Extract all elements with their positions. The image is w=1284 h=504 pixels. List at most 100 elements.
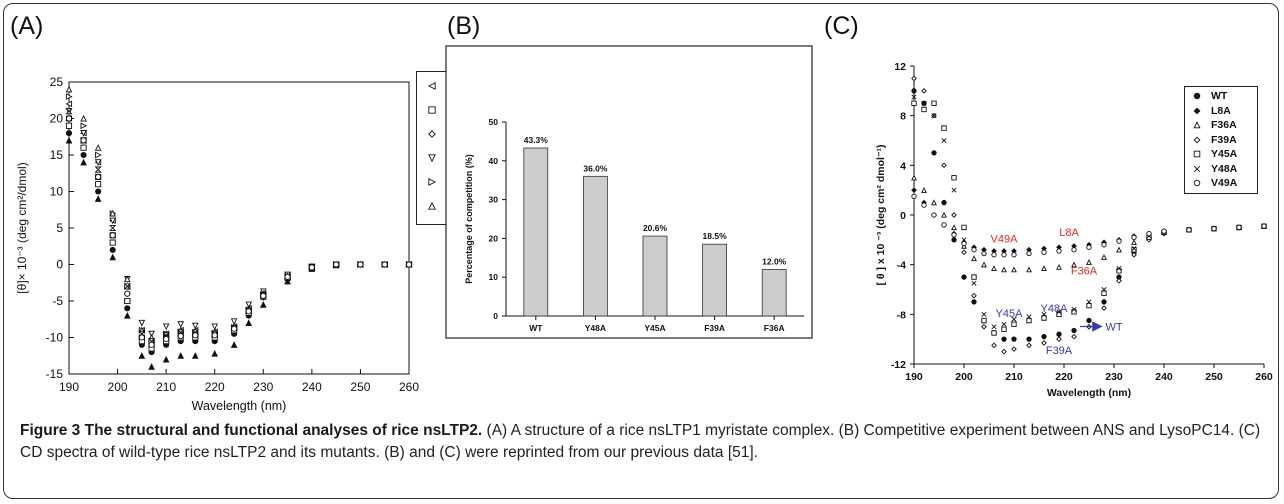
annotation-y48a: Y48A [1041, 303, 1069, 315]
series-a-r44a [65, 130, 413, 356]
point-c-f36a [1101, 254, 1107, 260]
x-tick-label-c: 220 [1055, 371, 1073, 383]
point-a-v75a [123, 283, 131, 290]
y-tick-label-c: -4 [897, 260, 906, 272]
point-c-wt [941, 199, 947, 206]
point-a-y79a [80, 144, 87, 151]
legend-a-marker-shape [428, 154, 436, 162]
point-a-y79a [109, 239, 116, 246]
annotation-y45a: Y45A [996, 308, 1024, 320]
y-tick-label-c: 0 [900, 210, 906, 222]
point-c-y48a [1056, 309, 1062, 315]
point-a-i81a [284, 273, 291, 280]
chart-b-border [445, 45, 813, 339]
x-tick-label-a: 240 [302, 380, 322, 394]
legend-c-marker [1193, 92, 1201, 100]
point-a-i81a [211, 332, 218, 339]
point-a-r44a [65, 130, 73, 137]
point-c-f39a [991, 342, 997, 349]
series-a-l10a [65, 115, 413, 348]
point-c-y45a [931, 100, 937, 106]
point-c-v49a [1101, 242, 1107, 248]
legend-c-marker-shape [1193, 179, 1201, 187]
point-c-y48a [1026, 314, 1032, 320]
point-c-y48a [1116, 265, 1122, 271]
point-c-f39a [1001, 348, 1007, 355]
point-c-y48a [1131, 246, 1137, 252]
series-a-rltp1 [65, 100, 413, 345]
legend-c-marker-shape [1193, 136, 1201, 144]
point-a-v31a [211, 323, 219, 331]
point-c-f36a [911, 174, 917, 181]
point-a-v31a [94, 159, 102, 166]
point-c-f36a [941, 211, 947, 218]
point-c-f36a [1001, 266, 1007, 273]
point-a-i81a [333, 261, 340, 268]
point-c-f39a [961, 249, 967, 256]
point-c-y48a [1086, 299, 1092, 305]
point-c-f39a [941, 162, 947, 169]
y-tick-label-b: 20 [489, 233, 499, 243]
point-c-wt [971, 299, 977, 305]
point-a-v31a [162, 323, 170, 331]
point-c-v49a [991, 252, 997, 258]
point-c-y48a [961, 237, 967, 243]
point-c-f36a [971, 255, 977, 262]
point-c-y45a [951, 175, 957, 181]
x-tick-label-f39a: F39A [704, 323, 725, 333]
point-c-y48a [1041, 311, 1047, 317]
legend-c-marker [1193, 121, 1201, 129]
x-tick-label-a: 210 [156, 380, 176, 394]
point-c-y45a [981, 317, 987, 324]
legend-c-entry-f36a: F36A [1191, 119, 1237, 131]
y-tick-label-c: 12 [894, 61, 906, 73]
point-c-y45a [1011, 321, 1017, 327]
point-a-l51a [148, 363, 155, 370]
point-a-v31a [245, 301, 253, 309]
point-a-d43a [80, 114, 87, 122]
point-a-i81a [148, 341, 155, 348]
legend-c-label: Y45A [1211, 148, 1238, 160]
x-tick-label-a: 230 [253, 380, 273, 394]
data-label-f36a: 12.0% [762, 256, 787, 266]
point-c-v49a [1131, 234, 1137, 241]
x-tick-label-wt: WT [529, 323, 543, 333]
point-c-v49a [1236, 224, 1242, 231]
point-a-v31a [148, 330, 155, 338]
point-c-v49a [961, 240, 967, 247]
point-c-f36a [1086, 258, 1092, 265]
legend-a-marker-shape [428, 201, 436, 210]
point-c-y45a [911, 100, 917, 106]
point-c-y45a [1026, 317, 1032, 324]
point-a-r44a [95, 188, 102, 195]
legend-c-entry-f39a: F39A [1191, 134, 1237, 146]
bar-wt [523, 147, 549, 317]
point-c-f36a [931, 199, 937, 206]
y-tick-label-c: -8 [897, 309, 906, 321]
series-a-i34a [65, 93, 413, 345]
y-axis-label-b: Percentage of competition (%) [464, 154, 474, 284]
point-a-i81a [95, 173, 102, 180]
caption-body: (A) A structure of a rice nsLTP1 myrista… [20, 422, 1261, 461]
point-a-i81a [405, 261, 413, 268]
legend-c-label: L8A [1211, 104, 1231, 117]
point-a-v31a [191, 322, 199, 330]
y-tick-label-a: 15 [50, 148, 64, 162]
legend-a-marker [428, 106, 436, 114]
point-a-l51a [211, 349, 219, 357]
point-c-f39a [921, 87, 927, 94]
legend-a-marker [428, 129, 436, 138]
point-c-v49a [1146, 230, 1152, 237]
point-c-v49a [1161, 228, 1167, 234]
point-c-wt [1001, 336, 1007, 342]
y-tick-label-a: -5 [52, 294, 63, 308]
y-tick-label-b: 0 [493, 311, 498, 321]
series-a-l51a [65, 136, 413, 370]
point-c-v49a [1026, 250, 1032, 257]
point-c-f39a [1026, 342, 1032, 349]
point-a-l51a [191, 352, 199, 359]
point-a-d43a [94, 144, 102, 151]
y-tick-label-a: 5 [56, 221, 63, 235]
x-tick-label-c: 260 [1255, 371, 1273, 383]
point-c-wt [1086, 317, 1092, 324]
